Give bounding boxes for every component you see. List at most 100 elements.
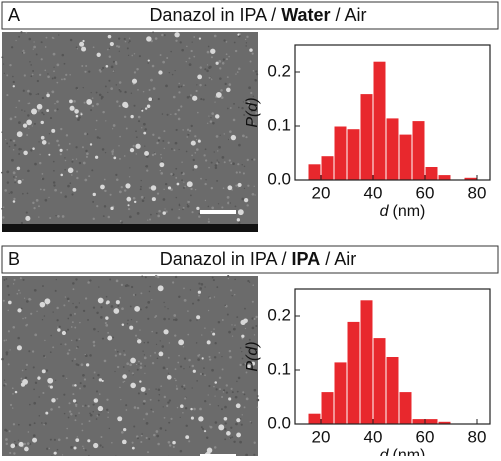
sem-grain (63, 394, 65, 396)
sem-grain (35, 382, 37, 384)
sem-particle (134, 201, 136, 203)
sem-grain (105, 322, 107, 324)
sem-grain (227, 314, 229, 316)
sem-grain (137, 437, 139, 439)
sem-grain (45, 422, 47, 424)
sem-grain (182, 129, 184, 131)
sem-grain (55, 215, 56, 216)
sem-grain (71, 326, 73, 328)
sem-grain (200, 178, 202, 180)
sem-grain (22, 279, 24, 281)
panel-label: A (8, 5, 20, 25)
sem-grain (207, 64, 208, 65)
sem-particle (40, 302, 46, 308)
sem-particle (159, 352, 164, 357)
sem-grain (208, 356, 210, 358)
sem-particle (68, 167, 74, 173)
sem-grain (211, 206, 214, 209)
sem-grain (252, 193, 253, 194)
sem-grain (227, 275, 229, 277)
sem-particle (174, 32, 179, 37)
sem-grain (38, 396, 39, 397)
sem-grain (82, 405, 84, 407)
sem-grain (178, 109, 180, 111)
sem-particle (163, 211, 166, 214)
sem-grain (96, 120, 98, 122)
sem-grain (33, 48, 34, 49)
sem-grain (238, 222, 240, 224)
sem-grain (128, 55, 129, 56)
sem-particle (80, 113, 82, 115)
sem-grain (87, 281, 90, 284)
sem-grain (113, 70, 115, 72)
sem-grain (115, 174, 117, 176)
sem-grain (26, 324, 28, 326)
sem-grain (15, 444, 18, 447)
sem-particle (198, 291, 201, 294)
sem-grain (204, 374, 206, 376)
sem-grain (123, 350, 125, 352)
sem-grain (58, 406, 60, 408)
sem-grain (115, 61, 118, 64)
sem-grain (163, 130, 165, 132)
sem-particle (13, 85, 15, 87)
sem-grain (246, 204, 248, 206)
sem-grain (211, 112, 214, 115)
sem-grain (198, 295, 200, 297)
sem-grain (30, 299, 31, 300)
sem-grain (184, 397, 186, 399)
sem-grain (136, 136, 138, 138)
sem-grain (84, 71, 86, 73)
sem-grain (24, 110, 25, 111)
sem-grain (226, 384, 228, 386)
sem-grain (205, 200, 206, 201)
sem-grain (230, 107, 232, 109)
sem-grain (199, 84, 201, 86)
sem-grain (170, 114, 171, 115)
sem-grain (36, 199, 39, 202)
sem-grain (48, 142, 50, 144)
title-part: Danazol in IPA / (149, 5, 276, 25)
sem-particle (139, 380, 141, 382)
sem-grain (7, 285, 10, 288)
sem-grain (49, 133, 50, 134)
sem-grain (177, 362, 179, 364)
sem-grain (70, 413, 72, 415)
sem-grain (41, 41, 43, 43)
sem-grain (112, 128, 113, 129)
sem-grain (148, 389, 149, 390)
sem-grain (172, 281, 174, 283)
sem-grain (25, 317, 27, 319)
sem-grain (175, 40, 177, 42)
sem-grain (216, 180, 218, 182)
sem-grain (192, 41, 193, 42)
sem-grain (102, 111, 104, 113)
sem-particle (122, 323, 124, 325)
sem-grain (30, 75, 32, 77)
sem-grain (183, 181, 184, 182)
sem-particle (141, 387, 146, 392)
sem-grain (108, 412, 109, 413)
sem-grain (145, 128, 147, 130)
sem-grain (101, 96, 104, 99)
sem-grain (116, 84, 117, 85)
sem-grain (125, 41, 127, 43)
sem-grain (60, 153, 62, 155)
sem-particle (158, 70, 162, 74)
sem-grain (88, 71, 90, 73)
sem-grain (109, 428, 110, 429)
sem-grain (13, 283, 14, 284)
sem-particle (23, 151, 27, 155)
sem-grain (246, 398, 249, 401)
sem-particle (10, 444, 15, 449)
sem-particle (81, 47, 86, 52)
sem-grain (56, 319, 58, 321)
sem-grain (29, 424, 31, 426)
sem-grain (39, 74, 41, 76)
sem-grain (98, 414, 100, 416)
sem-grain (82, 146, 84, 148)
sem-grain (33, 46, 36, 49)
sem-grain (152, 65, 155, 68)
sem-grain (163, 406, 164, 407)
sem-particle (151, 185, 156, 190)
